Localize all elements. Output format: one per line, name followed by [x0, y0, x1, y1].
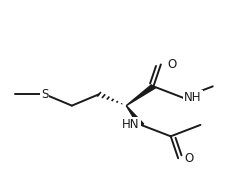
Polygon shape [126, 85, 156, 106]
Text: O: O [167, 58, 176, 71]
Text: HN: HN [122, 118, 140, 131]
Text: S: S [41, 88, 48, 101]
Text: O: O [184, 152, 194, 165]
Polygon shape [126, 106, 144, 126]
Text: NH: NH [184, 91, 202, 104]
